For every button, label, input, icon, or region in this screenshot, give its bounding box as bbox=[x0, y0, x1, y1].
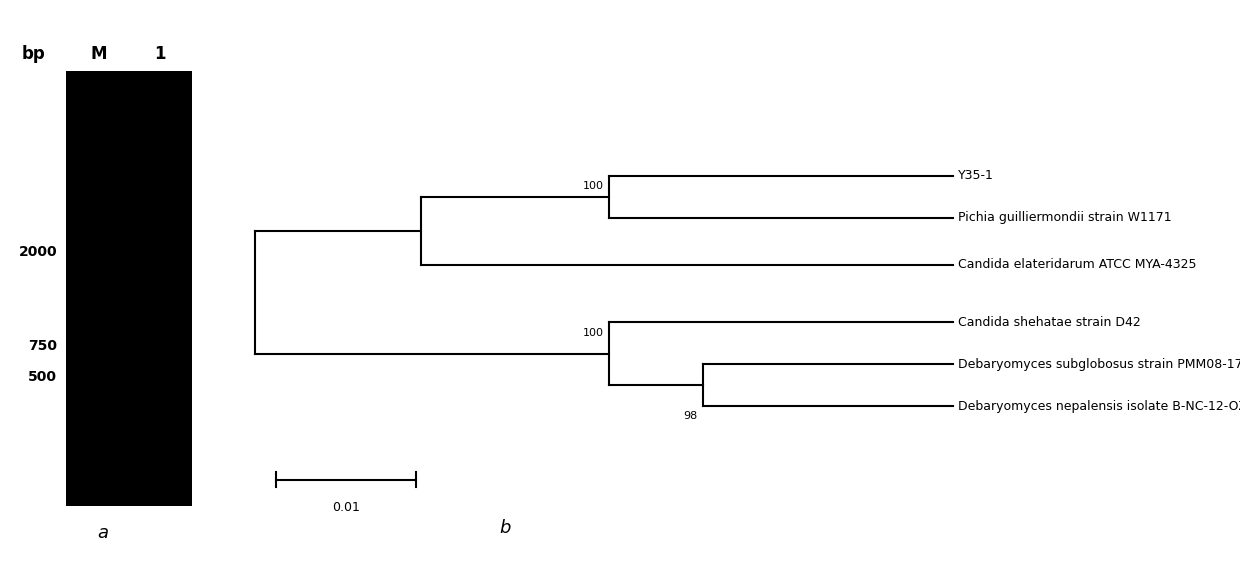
Text: a: a bbox=[97, 524, 108, 542]
Text: 98: 98 bbox=[683, 411, 697, 421]
Text: Pichia guilliermondii strain W1171: Pichia guilliermondii strain W1171 bbox=[957, 211, 1172, 224]
Text: 0.01: 0.01 bbox=[332, 501, 361, 513]
Text: 100: 100 bbox=[583, 181, 604, 191]
Text: M: M bbox=[91, 45, 107, 63]
Text: b: b bbox=[498, 519, 511, 537]
Text: Debaryomyces subglobosus strain PMM08-1733L: Debaryomyces subglobosus strain PMM08-17… bbox=[957, 358, 1240, 371]
Text: Candida elateridarum ATCC MYA-4325: Candida elateridarum ATCC MYA-4325 bbox=[957, 258, 1197, 271]
Text: Y35-1: Y35-1 bbox=[957, 169, 993, 182]
Text: 2000: 2000 bbox=[19, 244, 57, 259]
Text: Candida shehatae strain D42: Candida shehatae strain D42 bbox=[957, 316, 1141, 329]
FancyBboxPatch shape bbox=[66, 71, 192, 506]
Text: Debaryomyces nepalensis isolate B-NC-12-OZ19: Debaryomyces nepalensis isolate B-NC-12-… bbox=[957, 400, 1240, 413]
Text: 1: 1 bbox=[154, 45, 166, 63]
Text: 750: 750 bbox=[29, 339, 57, 353]
Text: bp: bp bbox=[21, 45, 45, 63]
Text: 500: 500 bbox=[29, 370, 57, 385]
Text: 100: 100 bbox=[583, 328, 604, 338]
